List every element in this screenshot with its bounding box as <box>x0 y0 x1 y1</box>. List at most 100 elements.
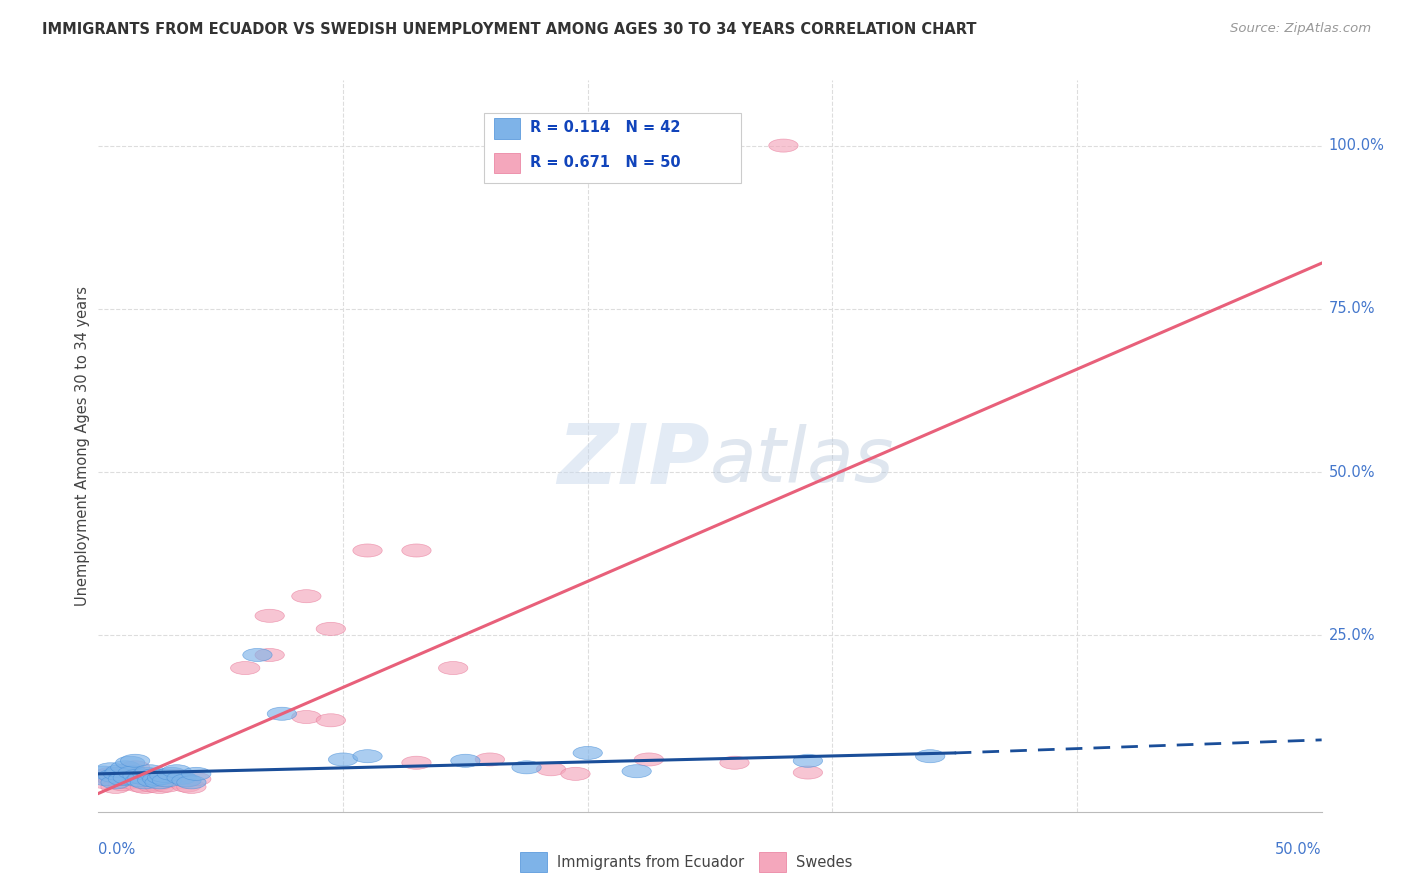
Ellipse shape <box>128 776 157 789</box>
Text: 50.0%: 50.0% <box>1275 842 1322 857</box>
Ellipse shape <box>135 764 165 778</box>
Ellipse shape <box>98 774 128 787</box>
Ellipse shape <box>118 766 148 779</box>
Ellipse shape <box>793 766 823 779</box>
Ellipse shape <box>157 772 187 784</box>
Ellipse shape <box>138 779 167 792</box>
FancyBboxPatch shape <box>759 852 786 872</box>
Text: 25.0%: 25.0% <box>1329 628 1375 643</box>
FancyBboxPatch shape <box>494 153 520 173</box>
Ellipse shape <box>267 707 297 721</box>
Ellipse shape <box>621 764 651 778</box>
FancyBboxPatch shape <box>484 113 741 183</box>
Ellipse shape <box>101 780 131 794</box>
Ellipse shape <box>138 774 167 787</box>
Ellipse shape <box>112 772 142 784</box>
Ellipse shape <box>172 774 201 787</box>
Ellipse shape <box>329 753 357 766</box>
Ellipse shape <box>103 772 132 784</box>
Text: IMMIGRANTS FROM ECUADOR VS SWEDISH UNEMPLOYMENT AMONG AGES 30 TO 34 YEARS CORREL: IMMIGRANTS FROM ECUADOR VS SWEDISH UNEMP… <box>42 22 977 37</box>
Ellipse shape <box>243 648 273 662</box>
Ellipse shape <box>98 769 128 782</box>
Text: Source: ZipAtlas.com: Source: ZipAtlas.com <box>1230 22 1371 36</box>
Ellipse shape <box>141 774 169 787</box>
Text: Immigrants from Ecuador: Immigrants from Ecuador <box>557 855 744 871</box>
Ellipse shape <box>254 609 284 623</box>
Ellipse shape <box>167 776 197 789</box>
Ellipse shape <box>162 769 191 782</box>
Ellipse shape <box>105 764 135 778</box>
Ellipse shape <box>177 776 207 789</box>
Ellipse shape <box>915 749 945 763</box>
Ellipse shape <box>353 749 382 763</box>
Ellipse shape <box>402 756 432 769</box>
Ellipse shape <box>122 774 152 787</box>
Ellipse shape <box>89 766 118 779</box>
Ellipse shape <box>291 590 321 603</box>
Ellipse shape <box>291 711 321 723</box>
Text: atlas: atlas <box>710 424 894 498</box>
Ellipse shape <box>793 755 823 767</box>
Ellipse shape <box>132 772 162 786</box>
Ellipse shape <box>108 772 138 786</box>
Ellipse shape <box>439 662 468 674</box>
Ellipse shape <box>105 769 135 781</box>
FancyBboxPatch shape <box>520 852 547 872</box>
Ellipse shape <box>142 778 172 791</box>
Ellipse shape <box>177 780 207 794</box>
Text: 50.0%: 50.0% <box>1329 465 1375 480</box>
Ellipse shape <box>91 776 121 789</box>
Ellipse shape <box>512 761 541 774</box>
Ellipse shape <box>152 774 181 787</box>
Ellipse shape <box>475 753 505 766</box>
Ellipse shape <box>353 544 382 557</box>
Ellipse shape <box>231 662 260 674</box>
Ellipse shape <box>172 779 201 792</box>
Ellipse shape <box>148 772 177 784</box>
Ellipse shape <box>316 623 346 635</box>
Ellipse shape <box>142 772 172 786</box>
Text: R = 0.114   N = 42: R = 0.114 N = 42 <box>530 120 681 136</box>
Ellipse shape <box>145 780 174 794</box>
Ellipse shape <box>316 714 346 727</box>
Ellipse shape <box>162 764 191 778</box>
Ellipse shape <box>167 772 197 784</box>
Ellipse shape <box>122 769 152 782</box>
Ellipse shape <box>111 761 141 774</box>
Ellipse shape <box>720 756 749 769</box>
Y-axis label: Unemployment Among Ages 30 to 34 years: Unemployment Among Ages 30 to 34 years <box>75 286 90 606</box>
Ellipse shape <box>125 774 155 787</box>
Ellipse shape <box>91 772 121 786</box>
Ellipse shape <box>145 776 174 789</box>
Text: Swedes: Swedes <box>796 855 852 871</box>
Ellipse shape <box>634 753 664 766</box>
Ellipse shape <box>152 779 181 792</box>
Ellipse shape <box>125 779 155 792</box>
Ellipse shape <box>111 766 141 779</box>
Ellipse shape <box>574 747 602 759</box>
Ellipse shape <box>128 772 157 784</box>
Ellipse shape <box>101 776 131 789</box>
Ellipse shape <box>118 772 148 784</box>
Ellipse shape <box>132 767 162 780</box>
Ellipse shape <box>769 139 799 153</box>
Ellipse shape <box>96 763 125 776</box>
Ellipse shape <box>131 776 160 789</box>
Ellipse shape <box>536 763 565 776</box>
Ellipse shape <box>131 780 160 794</box>
Text: 100.0%: 100.0% <box>1329 138 1385 153</box>
Ellipse shape <box>103 767 132 780</box>
Ellipse shape <box>121 761 150 774</box>
Ellipse shape <box>141 769 169 781</box>
Ellipse shape <box>157 767 187 780</box>
Ellipse shape <box>112 776 142 789</box>
Ellipse shape <box>181 772 211 786</box>
Ellipse shape <box>150 769 179 782</box>
Text: ZIP: ZIP <box>557 420 710 501</box>
Text: R = 0.671   N = 50: R = 0.671 N = 50 <box>530 154 681 169</box>
Ellipse shape <box>402 544 432 557</box>
Ellipse shape <box>121 755 150 767</box>
Text: 75.0%: 75.0% <box>1329 301 1375 317</box>
Ellipse shape <box>89 769 118 782</box>
Text: 0.0%: 0.0% <box>98 842 135 857</box>
